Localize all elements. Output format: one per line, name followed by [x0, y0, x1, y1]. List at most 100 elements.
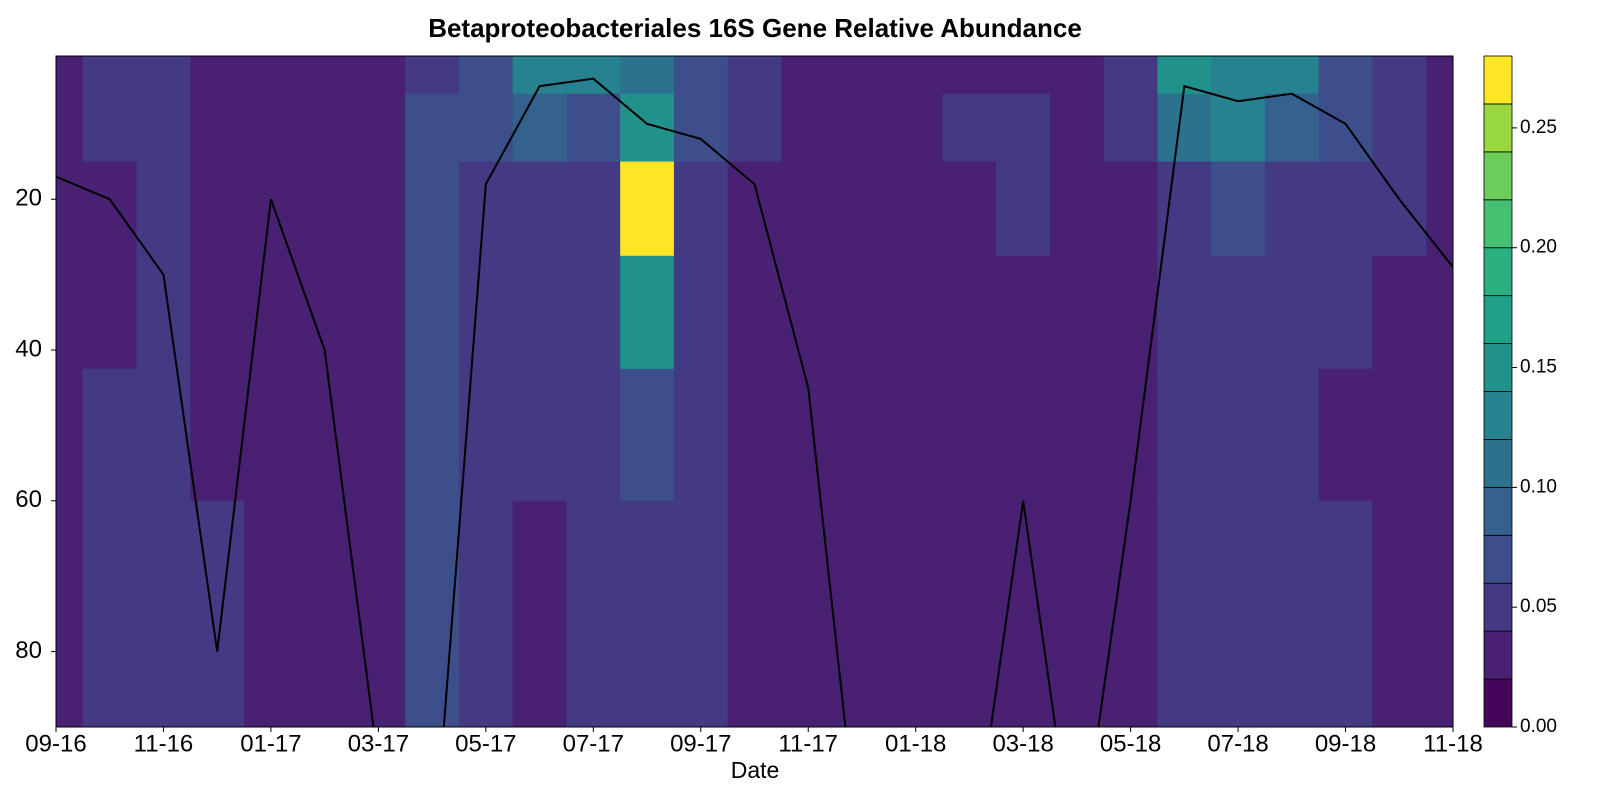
contour-cell	[1264, 255, 1320, 370]
contour-cell	[405, 56, 460, 95]
contour-cell	[1318, 651, 1373, 727]
contour-cell	[351, 368, 406, 502]
contour-cell	[727, 651, 782, 727]
contour-cell	[458, 368, 514, 502]
contour-cell	[620, 161, 675, 257]
contour-cell	[56, 56, 84, 95]
contour-cell	[56, 255, 84, 370]
colorbar-tick-label: 0.15	[1520, 357, 1557, 378]
contour-cell	[888, 651, 944, 727]
contour-cell	[136, 56, 191, 95]
chart-title: Betaproteobacteriales 16S Gene Relative …	[428, 13, 1082, 43]
contour-cell	[1426, 651, 1453, 727]
contour-cell	[351, 161, 406, 257]
contour-cell	[1211, 93, 1266, 163]
y-tick-label: 80	[15, 637, 42, 664]
contour-cell	[297, 368, 353, 502]
contour-cell	[405, 161, 460, 257]
contour-cell	[620, 651, 675, 727]
contour-cell	[56, 500, 84, 653]
contour-cell	[1372, 651, 1427, 727]
contour-cell	[1372, 500, 1427, 653]
contour-cell	[1372, 93, 1427, 163]
x-tick-label: 09-17	[670, 730, 731, 757]
contour-cell	[1050, 161, 1105, 257]
contour-cell	[82, 255, 138, 370]
x-tick-label: 01-18	[885, 730, 946, 757]
contour-cell	[566, 255, 621, 370]
colorbar-band	[1483, 103, 1513, 153]
contour-cell	[888, 255, 944, 370]
contour-cell	[673, 161, 729, 257]
contour-cell	[1050, 255, 1105, 370]
colorbar-band	[1483, 678, 1513, 728]
contour-cell	[620, 255, 675, 370]
contour-cell	[244, 93, 299, 163]
contour-cell	[458, 255, 514, 370]
x-tick-label: 11-18	[1423, 730, 1483, 757]
contour-cell	[673, 255, 729, 370]
contour-cell	[190, 56, 245, 95]
contour-cell	[136, 255, 191, 370]
contour-cell	[1103, 368, 1158, 502]
contour-cell	[673, 500, 729, 653]
contour-cell	[1264, 500, 1320, 653]
contour-cell	[136, 368, 191, 502]
contour-cell	[620, 93, 675, 163]
y-tick-label: 40	[15, 335, 42, 362]
contour-cell	[996, 368, 1051, 502]
contour-cell	[512, 255, 567, 370]
contour-cell	[1211, 500, 1266, 653]
contour-cell	[566, 368, 621, 502]
contour-cell	[82, 93, 138, 163]
contour-cell	[566, 56, 621, 95]
contour-cell	[942, 161, 997, 257]
contour-cell	[512, 368, 567, 502]
contour-cell	[835, 56, 890, 95]
contour-cell	[1103, 651, 1158, 727]
contour-cell	[1426, 56, 1453, 95]
plot-area	[56, 56, 1453, 727]
contour-cell	[56, 368, 84, 502]
contour-cell	[351, 56, 406, 95]
contour-cell	[458, 651, 514, 727]
contour-cell	[1211, 368, 1266, 502]
contour-cell	[673, 93, 729, 163]
contour-cell	[82, 161, 138, 257]
colorbar-band	[1483, 247, 1513, 297]
contour-cell	[1157, 651, 1212, 727]
contour-cell	[942, 93, 997, 163]
contour-cell	[1426, 368, 1453, 502]
colorbar-tick-label: 0.25	[1520, 117, 1557, 138]
contour-cell	[835, 368, 890, 502]
contour-cell	[1157, 93, 1212, 163]
contour-cell	[244, 56, 299, 95]
contour-cell	[1050, 368, 1105, 502]
contour-cell	[512, 651, 567, 727]
colorbar-band	[1483, 199, 1513, 249]
x-tick-label: 07-17	[563, 730, 624, 757]
contour-cell	[1264, 368, 1320, 502]
contour-cell	[1050, 651, 1105, 727]
contour-cell	[405, 255, 460, 370]
contour-cell	[566, 161, 621, 257]
contour-cell	[297, 651, 353, 727]
colorbar-tick-label: 0.10	[1520, 476, 1557, 497]
contour-cell	[244, 161, 299, 257]
contour-cell	[136, 93, 191, 163]
contour-cell	[190, 368, 245, 502]
contour-cell	[190, 255, 245, 370]
contour-cell	[1211, 651, 1266, 727]
contour-cell	[835, 161, 890, 257]
contour-cell	[1426, 255, 1453, 370]
contour-cell	[942, 651, 997, 727]
contour-cell	[620, 368, 675, 502]
contour-cell	[996, 651, 1051, 727]
contour-cell	[566, 500, 621, 653]
contour-cell	[835, 93, 890, 163]
contour-cell	[781, 56, 836, 95]
contour-cell	[1211, 255, 1266, 370]
contour-cell	[1050, 93, 1105, 163]
contour-cell	[82, 651, 138, 727]
contour-cell	[297, 161, 353, 257]
